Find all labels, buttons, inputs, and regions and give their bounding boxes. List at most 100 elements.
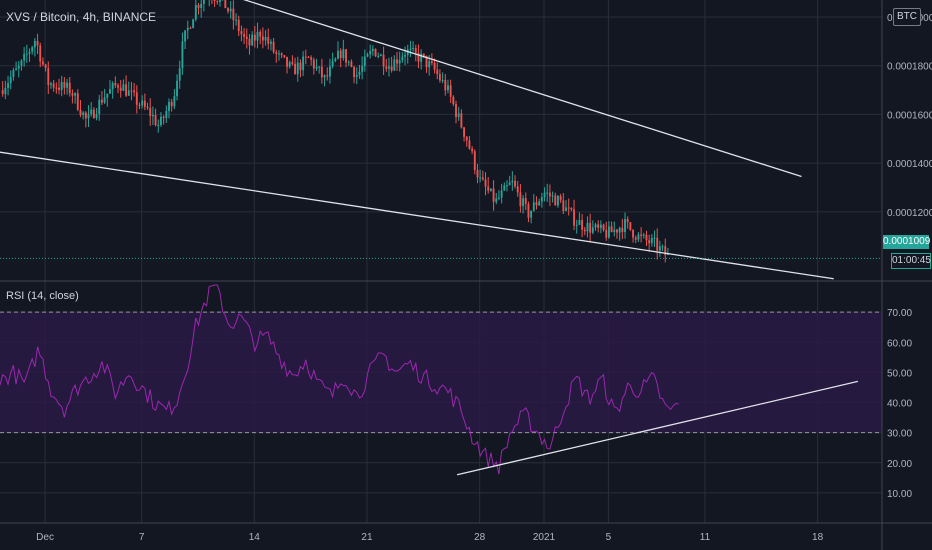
candle-body xyxy=(538,201,541,206)
candle-body xyxy=(573,209,575,226)
candle-body xyxy=(342,49,345,59)
candle-body xyxy=(358,71,361,76)
candle-body xyxy=(626,219,629,223)
candle-body xyxy=(213,0,216,2)
candle-body xyxy=(527,203,530,218)
candle-body xyxy=(25,53,28,55)
candle-body xyxy=(447,85,449,91)
candle-body xyxy=(388,66,390,69)
candle-body xyxy=(170,101,173,107)
candle-body xyxy=(637,234,640,240)
candle-body xyxy=(63,82,66,88)
candle-body xyxy=(320,66,323,78)
rsi-tick-label: 70.00 xyxy=(887,308,912,319)
candle-body xyxy=(489,188,492,191)
candle-body xyxy=(567,207,570,209)
candle-body xyxy=(506,185,508,187)
candle-body xyxy=(586,222,589,232)
candle-body xyxy=(227,8,229,12)
candle-body xyxy=(261,36,264,41)
rsi-tick-label: 20.00 xyxy=(887,459,912,470)
rsi-trendline[interactable] xyxy=(456,380,859,476)
candle-body xyxy=(15,68,18,71)
candle-body xyxy=(616,229,618,233)
candle-body xyxy=(565,207,567,212)
candle-body xyxy=(463,127,466,137)
candle-body xyxy=(68,82,71,94)
candle-body xyxy=(661,246,664,248)
candle-body xyxy=(323,75,326,78)
candle-body xyxy=(398,59,401,64)
candle-body xyxy=(286,56,288,67)
price-trendline[interactable] xyxy=(222,0,802,178)
candle-body xyxy=(530,210,533,218)
candle-body xyxy=(511,180,514,183)
candle-body xyxy=(436,69,439,75)
candle-body xyxy=(594,224,597,228)
candle-body xyxy=(417,52,420,62)
price-trendline[interactable] xyxy=(0,151,834,280)
rsi-tick-label: 10.00 xyxy=(887,489,912,500)
candle-body xyxy=(578,220,581,225)
candle-body xyxy=(12,70,15,78)
candle-body xyxy=(127,90,130,96)
candle-body xyxy=(401,56,404,60)
candle-body xyxy=(315,66,318,69)
candle-body xyxy=(224,0,227,9)
candle-body xyxy=(503,185,506,191)
candle-body xyxy=(60,82,63,90)
candle-body xyxy=(162,116,165,118)
candle-body xyxy=(47,67,50,85)
candle-body xyxy=(393,59,396,71)
candle-body xyxy=(50,83,52,85)
candle-body xyxy=(532,202,535,211)
candle-body xyxy=(186,27,189,31)
x-tick-label: 14 xyxy=(249,532,261,543)
candle-body xyxy=(452,96,455,104)
candle-body xyxy=(181,41,184,69)
candle-body xyxy=(157,125,160,127)
candle-body xyxy=(495,198,498,202)
candle-body xyxy=(106,93,109,98)
candle-body xyxy=(613,229,616,233)
candle-body xyxy=(39,45,42,62)
candle-body xyxy=(479,177,482,179)
candle-body xyxy=(299,62,302,71)
bar-countdown: 01:00:45 xyxy=(891,253,931,269)
currency-badge[interactable]: BTC xyxy=(893,8,921,26)
candle-body xyxy=(441,79,444,81)
candle-body xyxy=(420,53,423,62)
candle-body xyxy=(409,48,412,50)
candle-body xyxy=(599,224,602,228)
candle-body xyxy=(329,66,331,77)
candle-body xyxy=(471,148,474,152)
candle-body xyxy=(251,34,254,46)
candle-body xyxy=(111,83,114,90)
candle-body xyxy=(267,37,270,44)
x-tick-label: 5 xyxy=(606,532,612,543)
candle-body xyxy=(583,229,586,232)
candle-body xyxy=(632,229,635,238)
x-tick-label: 28 xyxy=(474,532,486,543)
candle-body xyxy=(449,85,452,97)
candle-body xyxy=(92,109,95,119)
trendlines[interactable] xyxy=(0,0,882,476)
candle-body xyxy=(283,55,286,57)
candle-body xyxy=(487,186,490,191)
candle-body xyxy=(390,66,393,71)
candle-body xyxy=(58,87,60,90)
candle-body xyxy=(41,61,44,65)
candle-body xyxy=(653,237,656,239)
candle-body xyxy=(312,59,315,69)
candle-body xyxy=(7,83,9,88)
candle-body xyxy=(248,38,251,46)
candle-body xyxy=(154,115,157,126)
candle-body xyxy=(658,246,661,251)
rsi-indicator-label[interactable]: RSI (14, close) xyxy=(6,290,79,302)
candle-body xyxy=(524,198,527,204)
candle-body xyxy=(406,49,409,56)
candle-body xyxy=(160,116,162,126)
x-tick-label: 21 xyxy=(361,532,373,543)
candle-body xyxy=(168,101,170,112)
